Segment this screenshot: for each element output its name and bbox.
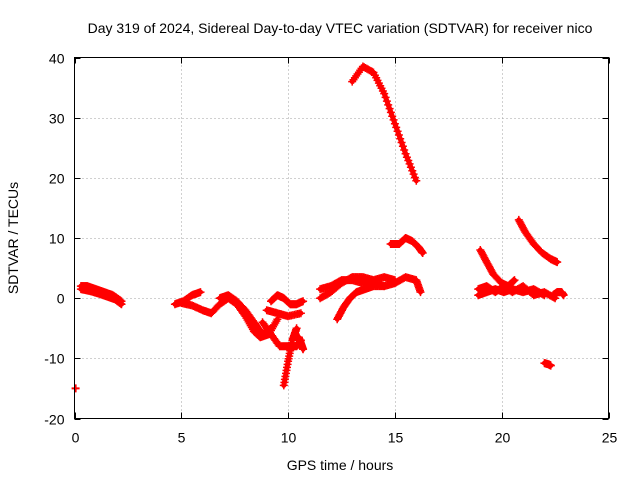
x-tick-label: 10	[281, 430, 297, 446]
data-point	[392, 123, 401, 132]
y-tick-label: 10	[49, 231, 65, 247]
data-point	[510, 276, 519, 285]
y-tick-label: 40	[49, 51, 65, 67]
series-track-22	[514, 215, 562, 267]
data-point	[299, 345, 308, 354]
data-point	[381, 93, 390, 102]
y-axis-label: SDTVAR / TECUs	[5, 182, 21, 294]
x-tick-label: 5	[178, 430, 186, 446]
grid	[74, 57, 609, 419]
series-track-11	[294, 333, 308, 354]
y-tick-label: 20	[49, 171, 65, 187]
x-tick-label: 20	[495, 430, 511, 446]
data-point	[416, 288, 425, 297]
series-track-18	[476, 246, 519, 291]
data-point	[388, 112, 397, 121]
chart-title: Day 319 of 2024, Sidereal Day-to-day VTE…	[88, 20, 593, 36]
data-point	[196, 288, 205, 297]
data-point	[393, 127, 402, 136]
data-point	[296, 309, 305, 318]
y-tick-label: -10	[44, 351, 64, 367]
x-tick-label: 15	[388, 430, 404, 446]
data-point	[397, 138, 406, 147]
data-point	[384, 100, 393, 109]
series-track-17	[386, 234, 427, 257]
series-track-21	[549, 288, 568, 300]
series-track-15	[390, 273, 425, 297]
x-axis-label: GPS time / hours	[287, 457, 394, 473]
data-point	[400, 146, 409, 154]
data-point	[382, 97, 391, 106]
data-point	[389, 115, 398, 124]
data-point	[386, 108, 395, 117]
data-point	[292, 324, 301, 333]
series-track-14	[333, 282, 389, 324]
data-point	[418, 249, 427, 257]
plot-frame	[74, 57, 609, 419]
series-track-10	[279, 324, 301, 390]
data-point	[385, 104, 394, 113]
data-point	[509, 276, 518, 285]
series-track-3	[71, 384, 80, 393]
data-point	[299, 297, 308, 306]
data-point	[412, 176, 421, 185]
y-tick-label: 0	[57, 291, 65, 307]
y-tick-label: -20	[44, 412, 64, 428]
series-track-2	[76, 285, 126, 309]
data-point	[396, 134, 405, 143]
data-point	[117, 300, 126, 309]
series-track-8	[262, 306, 305, 321]
data-point	[71, 384, 80, 393]
data-point	[272, 317, 281, 326]
data-point	[380, 89, 389, 98]
data-point	[546, 361, 555, 370]
data-points	[71, 62, 568, 393]
y-tick-label: 30	[49, 111, 65, 127]
series-track-20	[474, 282, 560, 303]
data-point	[559, 291, 568, 300]
data-point	[394, 131, 403, 139]
axis-ticks: 0 5 10 15 20 25 -20 -10 0 10 20 30 40	[44, 51, 617, 446]
x-tick-label: 25	[602, 430, 618, 446]
data-point	[553, 258, 562, 267]
x-tick-label: 0	[72, 430, 80, 446]
series-track-16	[348, 62, 421, 185]
series-track-7	[267, 291, 308, 309]
series-track-23	[540, 359, 555, 370]
data-point	[390, 119, 399, 128]
data-point	[398, 142, 407, 151]
data-point	[380, 282, 389, 291]
